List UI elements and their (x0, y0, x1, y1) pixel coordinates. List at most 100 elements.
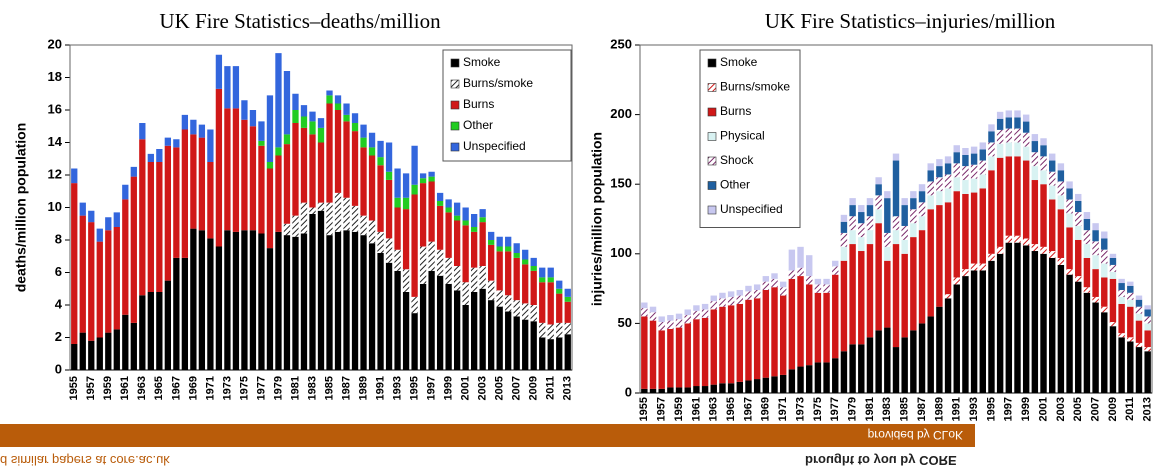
bar-segment (797, 366, 804, 393)
y-tick-label: 150 (610, 176, 632, 191)
bar-segment (866, 230, 874, 245)
legend-swatch (707, 181, 717, 190)
bar-segment (334, 103, 342, 110)
bar-segment (745, 291, 752, 300)
bar-segment (1083, 219, 1091, 231)
bar-segment (858, 251, 865, 345)
x-tick-label: 2003 (477, 376, 489, 400)
bar-segment (411, 184, 418, 195)
bar-segment (953, 163, 960, 178)
bar-segment (762, 281, 770, 290)
bar-segment (710, 309, 717, 385)
x-tick-label: 1963 (136, 376, 148, 400)
bar-segment (970, 263, 978, 271)
bar-segment (1092, 269, 1099, 297)
bar-segment (1127, 299, 1134, 307)
bar-segment (1048, 199, 1056, 252)
bar-segment (394, 270, 401, 370)
bar-segment (1075, 212, 1082, 226)
bar-segment (936, 159, 943, 167)
bar-segment (866, 205, 874, 217)
bar-segment (745, 380, 752, 393)
bar-segment (936, 205, 943, 307)
bar-segment (901, 205, 908, 226)
bar-segment (530, 257, 537, 266)
bar-segment (779, 287, 787, 296)
bar-segment (1031, 166, 1039, 181)
bar-segment (710, 384, 717, 393)
x-tick-label: 1957 (656, 397, 668, 421)
bar-segment (513, 316, 520, 370)
bar-segment (1092, 302, 1099, 393)
bar-segment (122, 184, 129, 200)
x-tick-label: 1989 (357, 376, 369, 400)
x-tick-label: 1979 (847, 397, 859, 421)
bar-segment (1005, 142, 1013, 157)
bar-segment (918, 323, 926, 393)
bar-segment (736, 303, 744, 382)
bar-segment (96, 228, 103, 242)
bar-segment (814, 362, 822, 393)
bar-segment (1083, 230, 1091, 245)
bar-segment (419, 283, 427, 370)
bar-segment (1135, 342, 1143, 348)
x-tick-label: 2013 (562, 376, 574, 400)
bar-segment (564, 296, 571, 302)
bar-segment (496, 306, 503, 370)
bar-segment (453, 202, 461, 216)
x-tick-label: 1997 (1003, 397, 1015, 421)
bar-segment (779, 374, 787, 393)
bar-segment (788, 270, 796, 279)
bar-segment (453, 290, 461, 370)
bar-segment (496, 246, 503, 252)
bar-segment (719, 292, 726, 299)
bar-segment (436, 205, 444, 250)
bar-segment (701, 309, 709, 318)
bar-segment (79, 332, 86, 370)
banner-bar: provided by CLoK (0, 424, 975, 447)
bar-segment (283, 223, 291, 236)
bar-segment (505, 236, 512, 247)
bar-segment (96, 241, 103, 338)
bar-segment (88, 210, 95, 223)
bar-segment (736, 289, 744, 296)
bar-segment (292, 110, 299, 123)
bar-segment (910, 237, 917, 331)
bar-segment (1127, 281, 1134, 286)
bar-segment (181, 129, 189, 258)
bar-segment (823, 362, 830, 393)
legend-swatch (450, 121, 460, 131)
y-tick-label: 20 (48, 36, 62, 51)
bar-segment (436, 275, 444, 370)
x-tick-label: 1965 (153, 376, 165, 400)
bar-segment (539, 267, 546, 278)
bar-segment (675, 327, 683, 388)
bar-segment (1048, 185, 1056, 200)
bar-segment (849, 344, 856, 393)
bar-segment (858, 237, 865, 252)
bar-segment (71, 344, 78, 370)
bar-segment (547, 282, 554, 325)
bar-segment (1005, 128, 1013, 143)
charts: UK Fire Statistics–deaths/million deaths/… (13, 9, 1154, 421)
y-tick-label: 10 (48, 199, 62, 214)
x-tick-label: 1997 (426, 376, 438, 400)
bar-segment (1118, 283, 1125, 290)
bar-segment (522, 303, 529, 320)
bar-segment (292, 236, 299, 370)
bar-segment (1066, 188, 1073, 200)
x-tick-label: 1961 (119, 376, 131, 400)
bar-segment (1127, 341, 1134, 393)
bar-segment (884, 232, 891, 247)
legend-box (699, 49, 801, 228)
bar-segment (224, 230, 231, 370)
bar-segment (849, 205, 856, 217)
bar-segment (1014, 156, 1021, 236)
bar-segment (309, 207, 316, 214)
bar-segment (771, 287, 778, 377)
bar-segment (1048, 171, 1056, 186)
bar-segment (667, 315, 674, 321)
bar-segment (1005, 110, 1013, 118)
legend-label: Burns/smoke (463, 76, 533, 90)
bar-segment (996, 253, 1004, 393)
